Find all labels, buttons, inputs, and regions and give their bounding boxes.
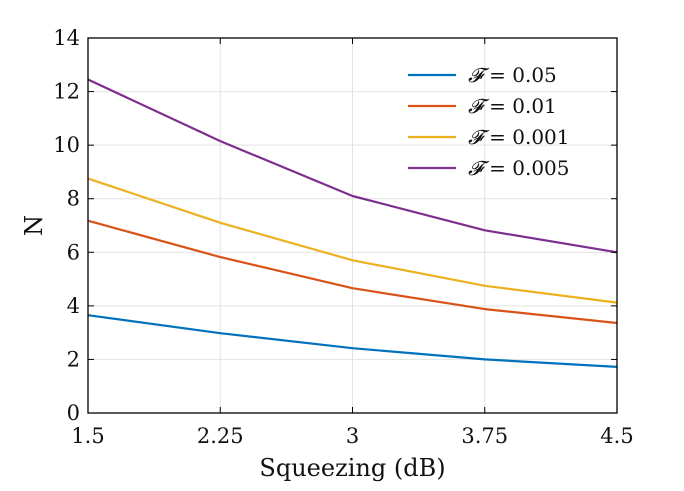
y-tick-label: 2 bbox=[67, 347, 80, 371]
legend-label: 𝓕 = 0.005 bbox=[468, 156, 570, 180]
y-axis-label: N bbox=[20, 215, 48, 236]
y-tick-label: 6 bbox=[67, 240, 80, 264]
x-tick-label: 2.25 bbox=[197, 424, 244, 448]
y-tick-label: 10 bbox=[53, 133, 80, 157]
series-line bbox=[87, 177, 618, 304]
legend: 𝓕 = 0.05 𝓕 = 0.01 𝓕 = 0.001 𝓕 = 0.005 bbox=[408, 63, 570, 180]
x-tick-label: 3.75 bbox=[461, 424, 508, 448]
y-tick-label: 14 bbox=[53, 26, 80, 50]
axis-ticks: 1.5 2.25 3 3.75 4.5 0 2 4 6 8 10 12 14 bbox=[53, 26, 633, 448]
series-line bbox=[87, 78, 618, 254]
y-tick-label: 4 bbox=[67, 294, 80, 318]
series-line bbox=[87, 219, 618, 325]
y-tick-label: 12 bbox=[53, 80, 80, 104]
y-tick-label: 0 bbox=[67, 401, 80, 425]
x-tick-label: 3 bbox=[346, 424, 359, 448]
legend-label: 𝓕 = 0.01 bbox=[468, 94, 557, 118]
x-tick-label: 1.5 bbox=[71, 424, 104, 448]
y-tick-label: 8 bbox=[67, 187, 80, 211]
legend-label: 𝓕 = 0.001 bbox=[468, 125, 570, 149]
series-lines bbox=[87, 78, 618, 368]
x-tick-label: 4.5 bbox=[600, 424, 633, 448]
series-line bbox=[87, 314, 618, 368]
x-axis-label: Squeezing (dB) bbox=[259, 454, 445, 482]
legend-label: 𝓕 = 0.05 bbox=[468, 63, 557, 87]
